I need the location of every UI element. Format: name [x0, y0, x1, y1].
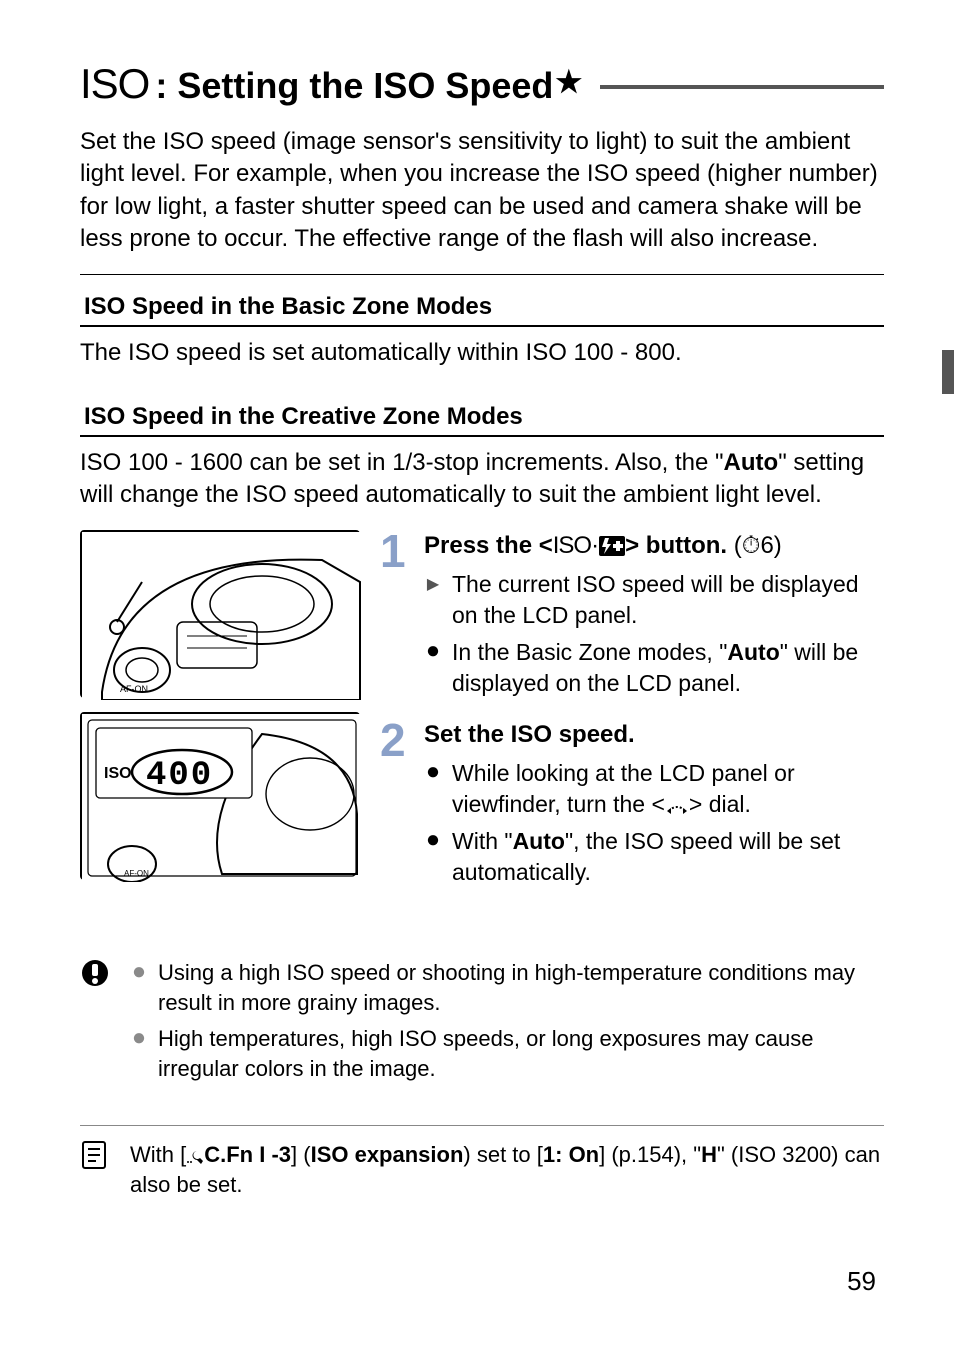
steps-column: 1 Press the <ISO·> button. (⏱6) ▶ The cu… [370, 530, 884, 909]
note-icon [80, 1140, 112, 1199]
section-creative-heading: ISO Speed in the Creative Zone Modes [80, 397, 884, 437]
step-2-title: Set the ISO speed. [424, 719, 884, 750]
grey-dot-icon: ● [130, 1026, 148, 1083]
bullet-item: ▶ The current ISO speed will be displaye… [424, 569, 884, 631]
section-basic-heading: ISO Speed in the Basic Zone Modes [80, 287, 884, 327]
camera-top-illustration: AF-ON [80, 530, 360, 698]
star-icon: ★ [555, 66, 582, 99]
info-body: With [C.Fn I -3] (ISO expansion) set to … [130, 1140, 884, 1199]
flash-comp-icon [599, 536, 625, 556]
triangle-bullet-icon: ▶ [424, 574, 442, 631]
title-iso-prefix: ISO [80, 60, 149, 108]
side-tab [942, 350, 954, 394]
intro-paragraph: Set the ISO speed (image sensor's sensit… [80, 126, 884, 256]
lcd-panel-illustration: ISO 400 AF-ON [80, 712, 360, 880]
section-creative-body: ISO 100 - 1600 can be set in 1/3-stop in… [80, 447, 884, 512]
grey-dot-icon: ● [130, 960, 148, 1017]
wrench-icon [186, 1149, 204, 1165]
step-1: 1 Press the <ISO·> button. (⏱6) ▶ The cu… [380, 530, 884, 699]
caution-body: ● Using a high ISO speed or shooting in … [130, 958, 884, 1089]
title-rule [600, 85, 884, 89]
step-number: 1 [380, 524, 406, 578]
dot-bullet-icon: ● [424, 828, 442, 888]
bullet-item: ● High temperatures, high ISO speeds, or… [130, 1024, 884, 1083]
svg-text:AF-ON: AF-ON [120, 684, 148, 694]
main-dial-icon [665, 797, 689, 815]
caution-box: ● Using a high ISO speed or shooting in … [80, 958, 884, 1089]
info-box: With [C.Fn I -3] (ISO expansion) set to … [80, 1125, 884, 1199]
step-1-title: Press the <ISO·> button. (⏱6) [424, 530, 884, 561]
bullet-item: ● Using a high ISO speed or shooting in … [130, 958, 884, 1017]
step-2-bullets: ● While looking at the LCD panel or view… [424, 758, 884, 888]
step-number: 2 [380, 713, 406, 767]
lcd-iso-label: ISO [104, 765, 132, 782]
step-2: 2 Set the ISO speed. ● While looking at … [380, 719, 884, 888]
page-title: ISO : Setting the ISO Speed★ [80, 60, 884, 108]
illustrations-column: AF-ON ISO 400 AF-ON [80, 530, 360, 909]
bullet-item: ● With "Auto", the ISO speed will be set… [424, 826, 884, 888]
svg-text:AF-ON: AF-ON [124, 869, 149, 878]
section-basic-body: The ISO speed is set automatically withi… [80, 337, 884, 369]
title-text: : Setting the ISO Speed★ [155, 65, 582, 107]
bullet-item: ● While looking at the LCD panel or view… [424, 758, 884, 820]
steps-area: AF-ON ISO 400 AF-ON [80, 530, 884, 909]
page-number: 59 [847, 1266, 876, 1297]
dot-bullet-icon: ● [424, 639, 442, 699]
lcd-iso-value: 400 [146, 757, 213, 795]
caution-icon [80, 958, 112, 1089]
divider [80, 274, 884, 275]
step-1-bullets: ▶ The current ISO speed will be displaye… [424, 569, 884, 699]
dot-bullet-icon: ● [424, 760, 442, 820]
bullet-item: ● In the Basic Zone modes, "Auto" will b… [424, 637, 884, 699]
